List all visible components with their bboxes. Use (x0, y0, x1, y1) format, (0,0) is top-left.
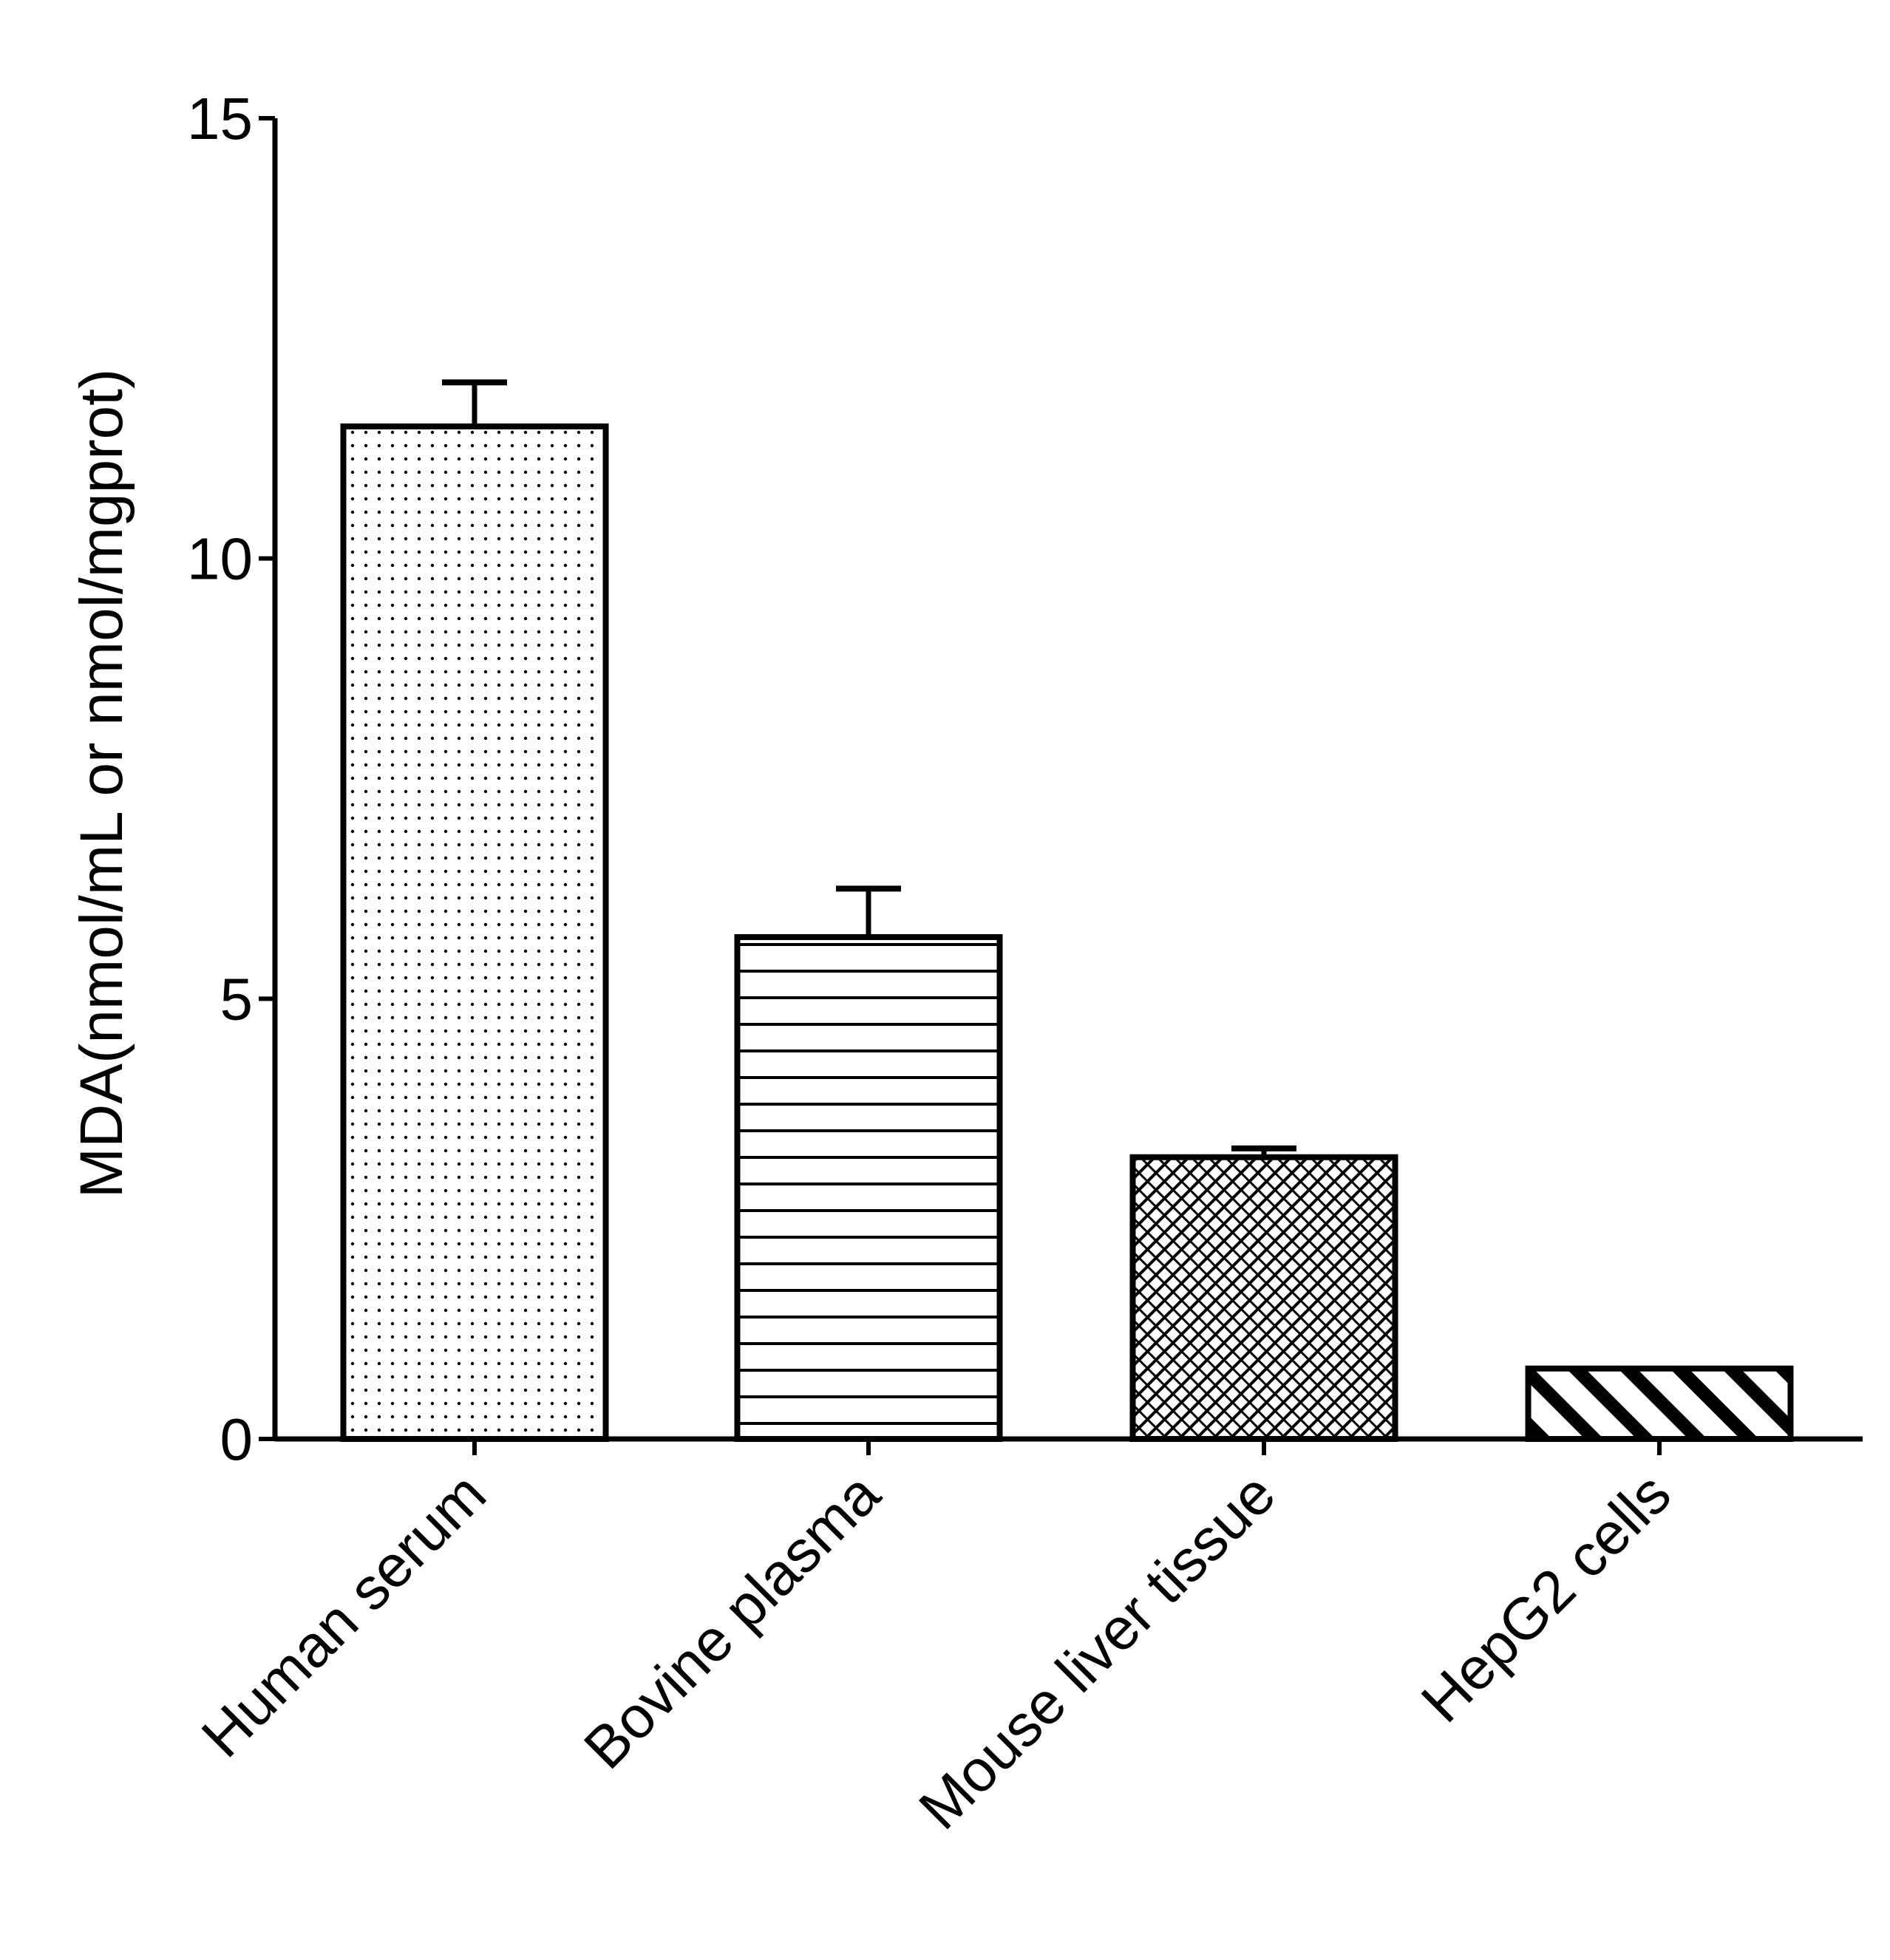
y-tick-label: 0 (220, 1406, 254, 1472)
y-tick-label: 15 (187, 86, 253, 152)
error-bar-bovine-plasma (836, 885, 901, 937)
bar-human-serum (340, 423, 609, 1442)
x-tick-label: Bovine plasma (571, 1460, 892, 1781)
error-bar-human-serum (442, 379, 507, 426)
x-tick-label: Mouse liver tissue (906, 1460, 1288, 1842)
bar-mouse-liver-tissue (1129, 1154, 1398, 1442)
bars-layer (340, 423, 1794, 1443)
y-tick-label: 10 (187, 526, 253, 592)
error-bar-mouse-liver-tissue (1231, 1145, 1296, 1157)
y-axis-title: MDA(nmol/mL or nmol/mgprot) (68, 369, 135, 1198)
y-ticks-layer: 0 5 10 15 (187, 86, 275, 1472)
x-ticks-layer: Human serum Bovine plasma Mouse liver tiss… (189, 1439, 1683, 1842)
x-tick-label: Human serum (189, 1460, 498, 1769)
bar-bovine-plasma (734, 933, 1003, 1442)
x-tick-label: HepG2 cells (1409, 1460, 1683, 1735)
error-bars-layer (442, 379, 1296, 1157)
y-tick-label: 5 (220, 966, 254, 1032)
bar-hepg2-cells (1525, 1365, 1794, 1443)
axes-layer (272, 118, 1863, 1442)
